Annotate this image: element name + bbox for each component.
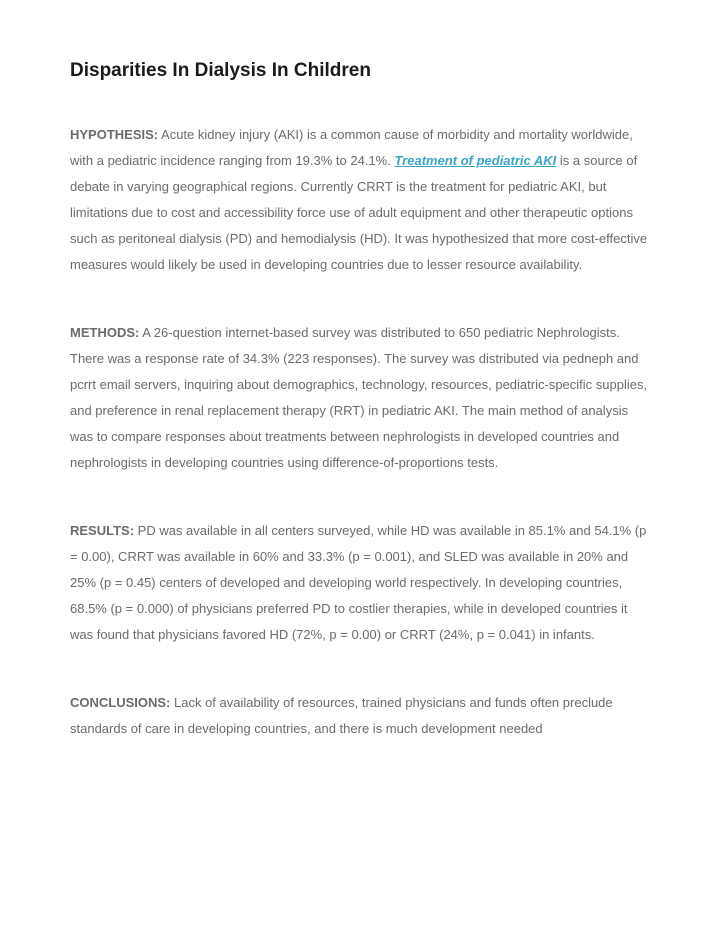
- conclusions-section: CONCLUSIONS: Lack of availability of res…: [70, 690, 650, 742]
- results-label: RESULTS:: [70, 523, 134, 538]
- methods-section: METHODS: A 26-question internet-based su…: [70, 320, 650, 476]
- methods-body: A 26-question internet-based survey was …: [70, 325, 647, 470]
- hypothesis-label: HYPOTHESIS:: [70, 127, 158, 142]
- methods-label: METHODS:: [70, 325, 139, 340]
- hypothesis-post-text: is a source of debate in varying geograp…: [70, 153, 647, 272]
- hypothesis-section: HYPOTHESIS: Acute kidney injury (AKI) is…: [70, 122, 650, 278]
- results-body: PD was available in all centers surveyed…: [70, 523, 646, 642]
- conclusions-label: CONCLUSIONS:: [70, 695, 170, 710]
- treatment-link[interactable]: Treatment of pediatric AKI: [394, 153, 556, 168]
- page-title: Disparities In Dialysis In Children: [70, 60, 650, 82]
- results-section: RESULTS: PD was available in all centers…: [70, 518, 650, 648]
